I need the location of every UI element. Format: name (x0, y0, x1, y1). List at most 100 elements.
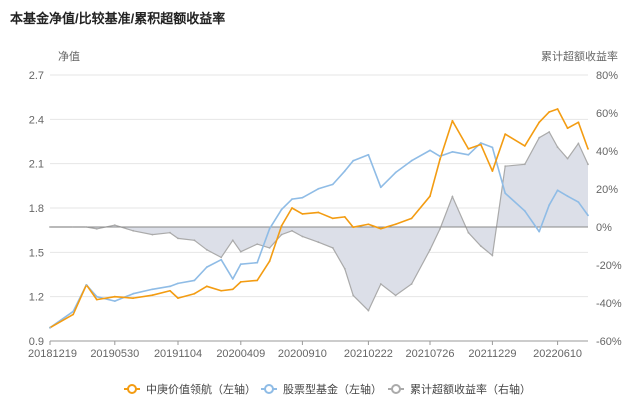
fund-point (268, 260, 271, 263)
fund-point (429, 195, 431, 198)
excess-point (95, 228, 98, 230)
benchmark-point (577, 201, 580, 203)
y-right-tick-label: -20% (596, 260, 622, 272)
benchmark-point (504, 192, 507, 195)
excess-point (239, 250, 242, 253)
y-right-tick-label: -40% (596, 298, 622, 310)
excess-point (504, 165, 507, 168)
excess-point (205, 248, 208, 251)
fund-point (177, 297, 179, 300)
fund-point (394, 223, 397, 226)
fund-point (467, 147, 470, 150)
excess-point (291, 229, 293, 232)
excess-point (49, 226, 51, 228)
excess-point (439, 228, 441, 230)
benchmark-point (548, 204, 551, 206)
excess-point (352, 294, 355, 297)
y-left-tick-label: 1.5 (29, 247, 44, 259)
fund-point (193, 292, 196, 295)
fund-point (451, 119, 454, 122)
x-tick-label: 20210726 (406, 348, 455, 360)
fund-point (538, 121, 541, 124)
y-right-tick-label: 40% (596, 146, 618, 158)
benchmark-point (205, 266, 208, 269)
benchmark-point (151, 288, 154, 291)
fund-point (256, 279, 259, 282)
y-right-tick-label: -60% (596, 336, 622, 348)
fund-point (169, 289, 171, 292)
fund-point (439, 158, 441, 161)
excess-point (268, 247, 271, 249)
excess-point (410, 283, 413, 285)
x-tick-label: 20220610 (533, 348, 582, 360)
fund-point (556, 108, 559, 110)
benchmark-point (451, 150, 454, 153)
benchmark-point (169, 285, 171, 288)
fund-point (566, 127, 569, 130)
excess-point (132, 229, 135, 232)
benchmark-point (394, 171, 397, 174)
excess-point (429, 248, 431, 251)
fund-point (205, 285, 208, 288)
y-left-axis-label: 净值 (58, 49, 80, 63)
fund-point (291, 207, 293, 209)
legend-fund: 中庚价值领航（左轴） (124, 382, 256, 396)
fund-point (587, 147, 589, 150)
excess-point (151, 233, 154, 236)
x-tick-label: 20181219 (28, 348, 77, 360)
x-tick-label: 20210222 (344, 348, 393, 360)
benchmark-point (429, 149, 431, 152)
excess-area (50, 132, 588, 311)
benchmark-point (566, 195, 569, 198)
benchmark-point (352, 159, 355, 162)
fund-point (491, 170, 494, 172)
x-tick-label: 20190530 (90, 348, 139, 360)
fund-point (343, 215, 346, 218)
benchmark-point (587, 214, 589, 217)
legend-label: 股票型基金（左轴） (283, 382, 382, 396)
benchmark-point (556, 189, 559, 192)
legend-label: 中庚价值领航（左轴） (146, 382, 256, 396)
excess-point (193, 239, 196, 242)
benchmark-point (301, 196, 304, 199)
fund-point (301, 213, 304, 215)
excess-point (343, 267, 346, 270)
legend-label: 累计超额收益率（右轴） (410, 382, 531, 396)
fund-point (151, 294, 154, 297)
excess-point (280, 233, 283, 236)
legend-benchmark: 股票型基金（左轴） (261, 382, 382, 396)
benchmark-point (49, 326, 51, 329)
benchmark-point (85, 283, 88, 286)
excess-point (256, 243, 259, 246)
y-left-tick-label: 2.4 (29, 114, 44, 126)
fund-point (331, 217, 334, 220)
excess-point (538, 136, 541, 139)
benchmark-point (410, 159, 413, 162)
legend-swatch-marker (264, 384, 274, 394)
benchmark-point (343, 170, 346, 172)
benchmark-point (220, 258, 223, 261)
fund-point (220, 289, 223, 292)
legend-swatch-marker (127, 384, 137, 394)
excess-point (220, 256, 223, 259)
excess-point (587, 163, 589, 166)
excess-point (394, 294, 397, 297)
excess-point (479, 245, 482, 247)
benchmark-point (523, 210, 526, 212)
y-left-tick-label: 1.2 (29, 292, 44, 304)
x-tick-label: 20200910 (278, 348, 327, 360)
excess-point (548, 131, 551, 133)
excess-point (331, 247, 334, 249)
benchmark-point (538, 230, 541, 233)
benchmark-point (379, 186, 382, 189)
fund-point (548, 111, 551, 113)
fund-point (410, 217, 413, 220)
excess-point (379, 283, 382, 285)
benchmark-point (95, 295, 98, 298)
fund-point (95, 298, 98, 301)
fund-point (523, 145, 526, 147)
fund-point (280, 224, 283, 227)
fund-point (239, 280, 242, 283)
